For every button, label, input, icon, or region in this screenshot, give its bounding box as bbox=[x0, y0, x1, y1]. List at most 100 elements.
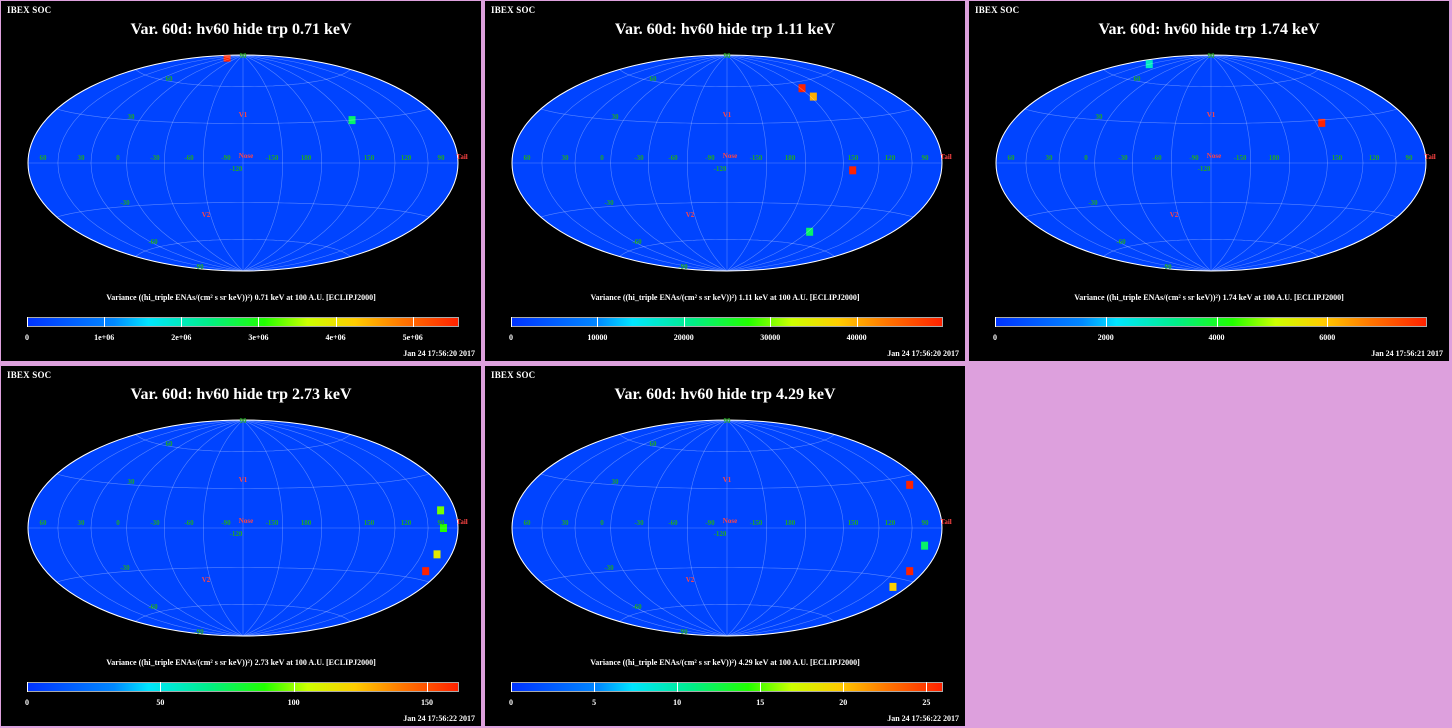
graticule-parallel bbox=[540, 567, 914, 583]
v2-marker-label: V2 bbox=[685, 576, 695, 584]
map-background bbox=[511, 419, 943, 637]
lon-label: -30 bbox=[150, 154, 160, 162]
colorbar-tick bbox=[995, 317, 996, 327]
lat-label: -30 bbox=[120, 199, 130, 207]
colorbar-tick-label: 0 bbox=[25, 333, 29, 342]
chart-panel: IBEX SOC Var. 60d: hv60 hide trp 1.74 ke… bbox=[969, 1, 1449, 361]
v2-marker-label: V2 bbox=[1169, 211, 1179, 219]
chart-panel: IBEX SOC Var. 60d: hv60 hide trp 2.73 ke… bbox=[1, 366, 481, 726]
heatmap-cell bbox=[223, 55, 231, 62]
lon-label: -120 bbox=[713, 165, 727, 173]
colorbar-ticks: 0 5 10 15 20 25 bbox=[509, 682, 943, 712]
lat-label: 30 bbox=[127, 113, 135, 121]
graticule-meridian bbox=[1170, 55, 1212, 271]
lat-label: 60 bbox=[165, 75, 173, 83]
graticule-meridian bbox=[242, 420, 284, 636]
graticule-parallel bbox=[1024, 202, 1398, 218]
colorbar-tick-label: 0 bbox=[993, 333, 997, 342]
graticule-parallel bbox=[56, 473, 430, 489]
lat-label: 90 bbox=[723, 417, 731, 425]
lat-label: 90 bbox=[239, 417, 247, 425]
sky-map bbox=[27, 54, 459, 272]
graticule-meridian bbox=[28, 55, 244, 271]
lon-label: -60 bbox=[184, 154, 194, 162]
colorbar-ticks: 0 1e+06 2e+06 3e+06 4e+06 5e+06 bbox=[25, 317, 459, 347]
v1-marker-label: V1 bbox=[238, 111, 248, 119]
graticule-meridian bbox=[242, 420, 458, 636]
lon-label: -150 bbox=[265, 519, 279, 527]
v2-marker-label: V2 bbox=[201, 211, 211, 219]
lon-label: -120 bbox=[713, 530, 727, 538]
tail-marker-label: Tail bbox=[1424, 153, 1436, 161]
lon-label: 0 bbox=[116, 154, 120, 162]
colorbar-tick bbox=[760, 682, 762, 692]
lon-label: 60 bbox=[1007, 154, 1015, 162]
lat-label: -60 bbox=[148, 603, 158, 611]
lat-label: -90 bbox=[678, 263, 688, 271]
heatmap-cell bbox=[921, 541, 929, 550]
timestamp: Jan 24 17:56:22 2017 bbox=[887, 714, 959, 723]
lon-label: 30 bbox=[77, 154, 85, 162]
colorbar-tick bbox=[412, 317, 414, 327]
graticule-meridian bbox=[242, 420, 360, 636]
v1-marker-label: V1 bbox=[1206, 111, 1216, 119]
graticule-meridian bbox=[647, 420, 728, 636]
lat-label: 90 bbox=[239, 52, 247, 60]
sky-map bbox=[511, 419, 943, 637]
heatmap-cell bbox=[348, 116, 356, 125]
graticule-meridian bbox=[726, 420, 942, 636]
v2-marker-label: V2 bbox=[685, 211, 695, 219]
lat-label: -30 bbox=[120, 564, 130, 572]
chart-title: Var. 60d: hv60 hide trp 0.71 keV bbox=[130, 21, 352, 38]
lon-label: 0 bbox=[116, 519, 120, 527]
colorbar-tick-label: 10 bbox=[673, 698, 682, 707]
graticule-meridian bbox=[726, 420, 844, 636]
graticule-parallel bbox=[540, 108, 914, 124]
colorbar-tick-label: 2e+06 bbox=[171, 333, 192, 342]
colorbar-tick bbox=[856, 317, 858, 327]
graticule-meridian bbox=[726, 55, 913, 271]
colorbar-tick-label: 15 bbox=[756, 698, 765, 707]
nose-marker-label: Nose bbox=[722, 517, 738, 525]
sky-map bbox=[27, 419, 459, 637]
colorbar-tick bbox=[335, 317, 337, 327]
graticule-meridian bbox=[541, 55, 728, 271]
colorbar-tick-label: 4e+06 bbox=[325, 333, 346, 342]
heatmap-cell bbox=[1318, 118, 1326, 127]
lat-label: -90 bbox=[1162, 263, 1172, 271]
graticule-meridian bbox=[242, 55, 458, 271]
lat-label: -60 bbox=[148, 238, 158, 246]
graticule-meridian bbox=[242, 55, 396, 271]
nose-marker-label: Nose bbox=[722, 152, 738, 160]
colorbar-tick-label: 20000 bbox=[673, 333, 694, 342]
graticule-meridian bbox=[1094, 55, 1212, 271]
lon-label: 0 bbox=[600, 154, 604, 162]
lon-label: 90 bbox=[921, 519, 929, 527]
lon-label: 150 bbox=[1331, 154, 1343, 162]
lon-label: -60 bbox=[184, 519, 194, 527]
brand-label: IBEX SOC bbox=[7, 5, 52, 15]
heatmap-cell bbox=[433, 550, 441, 559]
tail-marker-label: Tail bbox=[940, 153, 952, 161]
lat-label: 30 bbox=[611, 478, 619, 486]
lon-label: 60 bbox=[523, 519, 531, 527]
lon-label: 0 bbox=[1084, 154, 1088, 162]
colorbar-tick-label: 5e+06 bbox=[402, 333, 423, 342]
graticule-meridian bbox=[726, 55, 844, 271]
colorbar-ticks: 0 2000 4000 6000 bbox=[993, 317, 1427, 347]
graticule-meridian bbox=[1131, 55, 1212, 271]
brand-label: IBEX SOC bbox=[7, 370, 52, 380]
lon-label: -30 bbox=[150, 519, 160, 527]
lon-label: 120 bbox=[400, 519, 412, 527]
timestamp: Jan 24 17:56:21 2017 bbox=[1371, 349, 1443, 358]
graticule-parallel bbox=[56, 202, 430, 218]
graticule-meridian bbox=[512, 420, 728, 636]
colorbar-tick-label: 150 bbox=[421, 698, 433, 707]
lon-label: 150 bbox=[363, 519, 375, 527]
graticule-meridian bbox=[57, 420, 244, 636]
graticule-parallel bbox=[540, 473, 914, 489]
lon-label: 180 bbox=[784, 154, 796, 162]
graticule-meridian bbox=[574, 55, 728, 271]
graticule-meridian bbox=[28, 420, 244, 636]
colorbar-tick bbox=[770, 317, 772, 327]
